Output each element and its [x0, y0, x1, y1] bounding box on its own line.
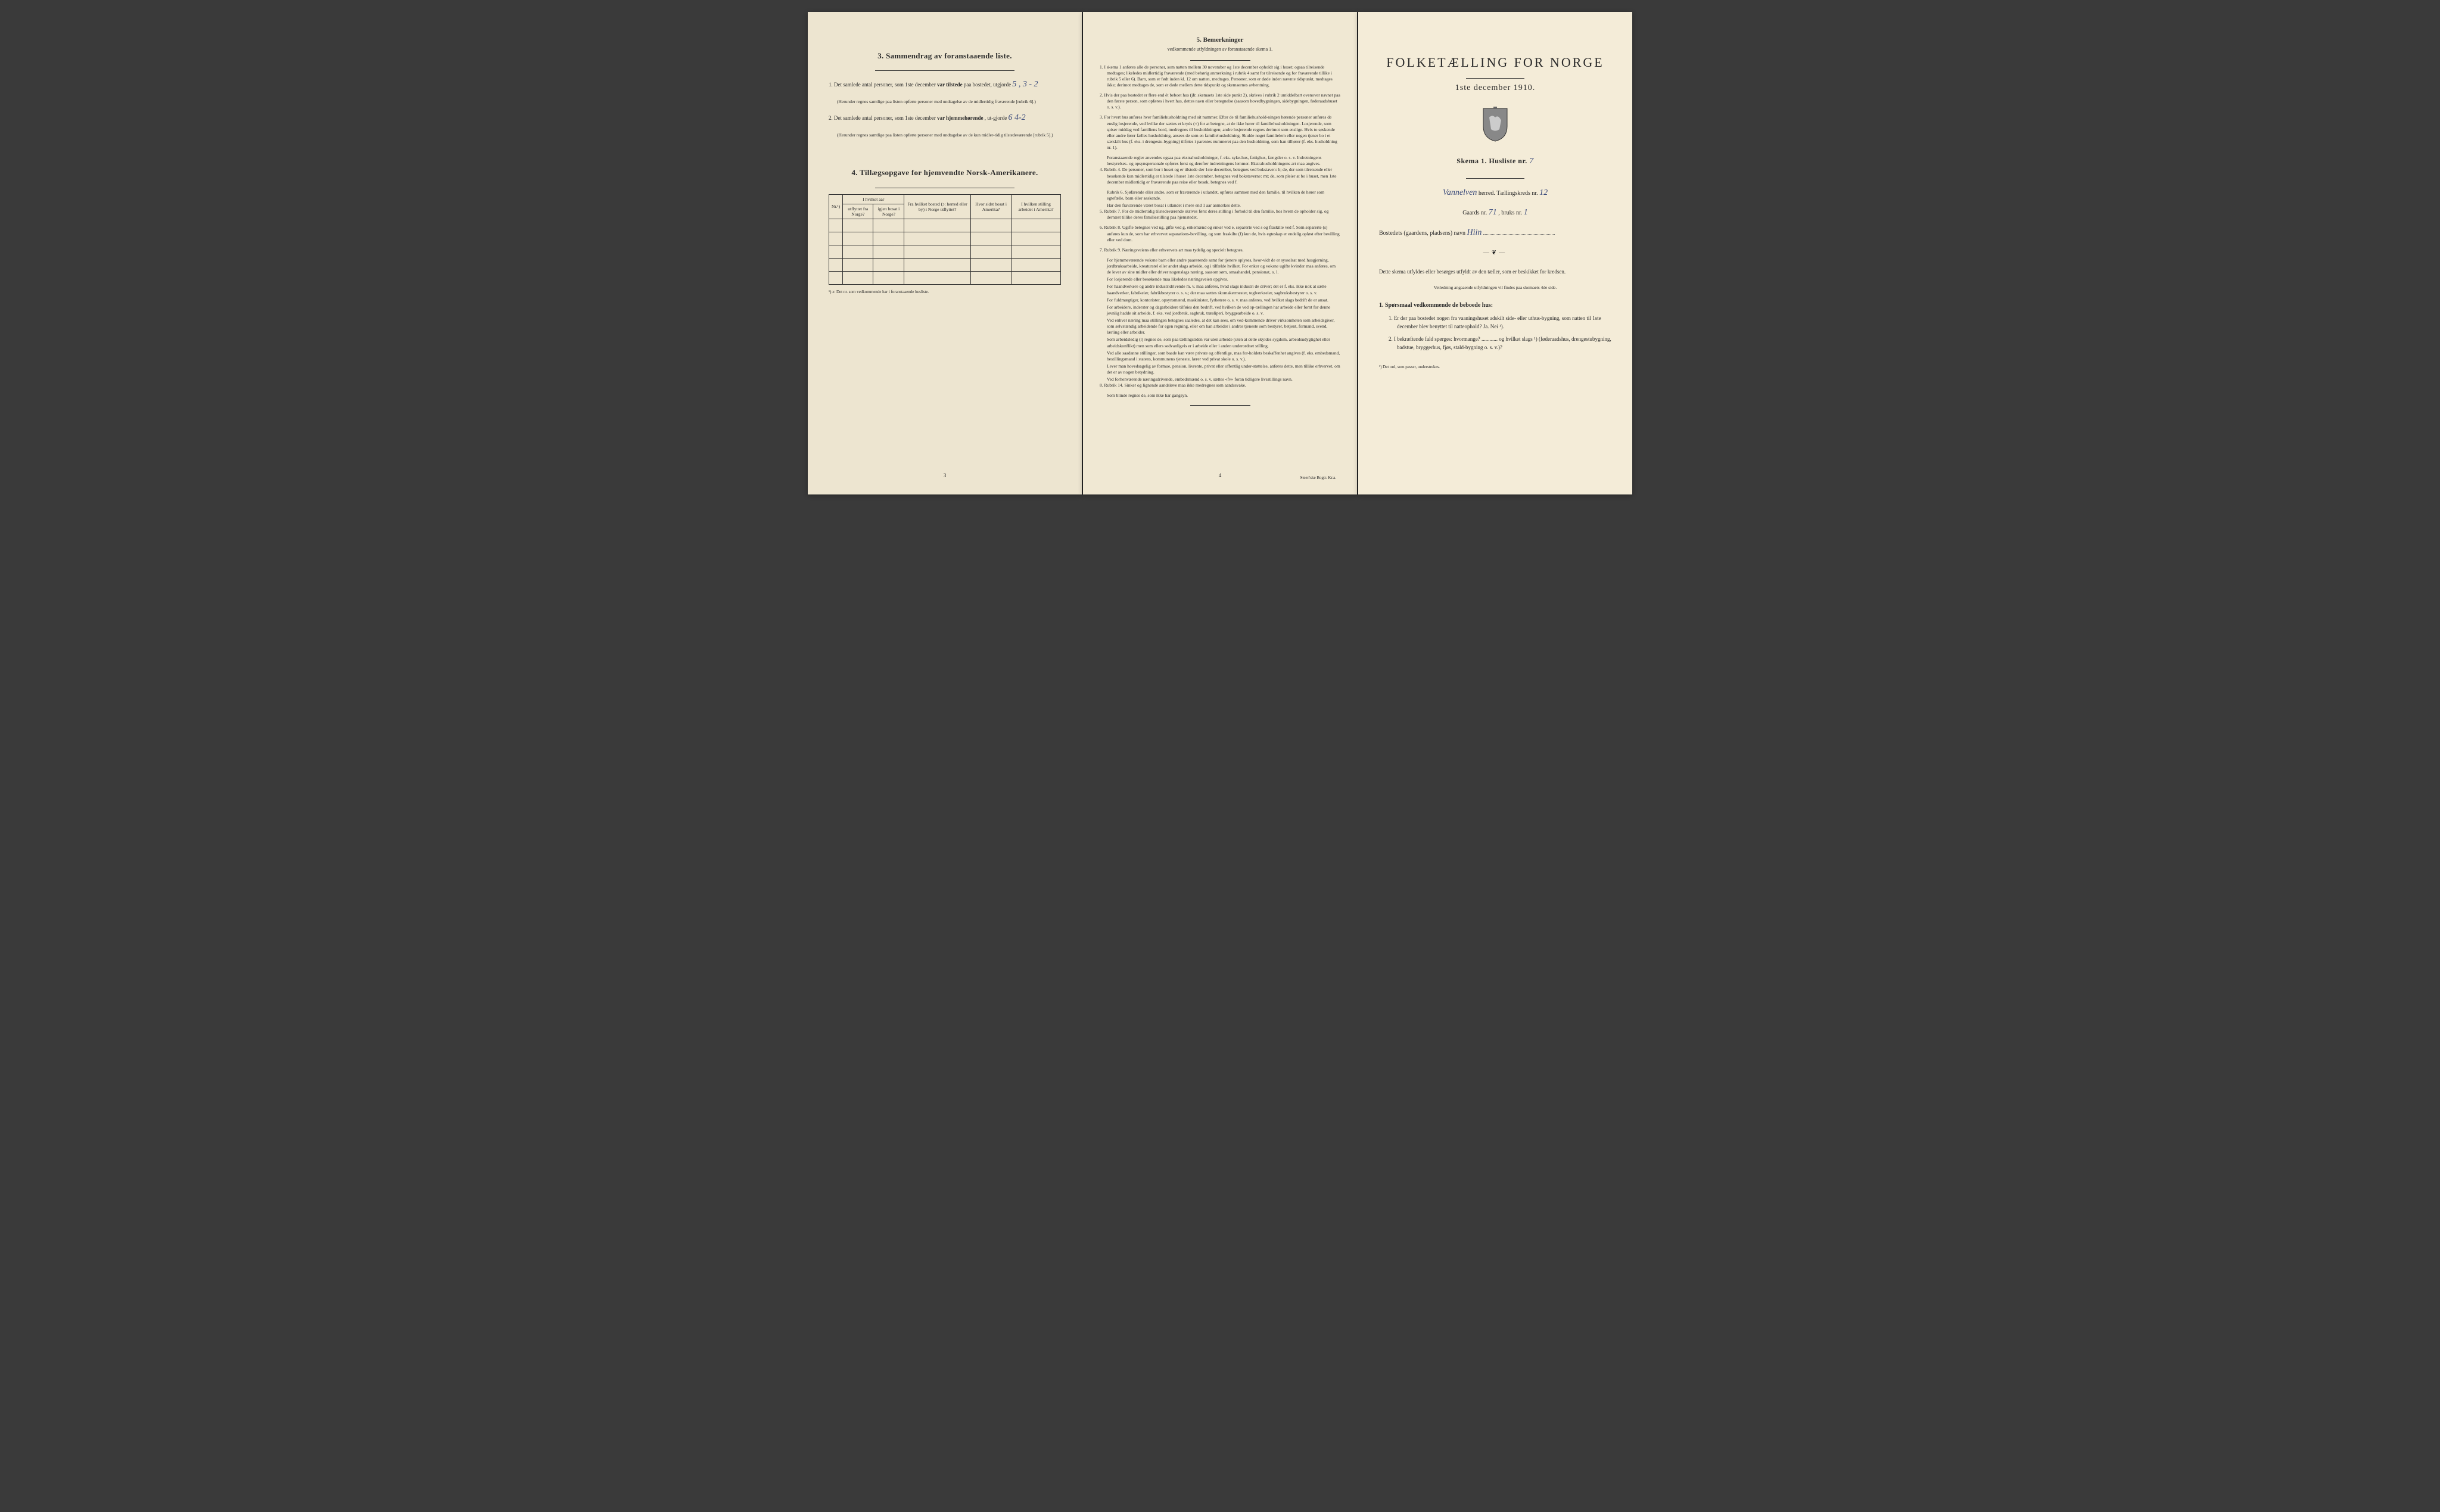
herred-name: Vannelven: [1443, 188, 1477, 197]
remark-item: 1. I skema 1 anføres alle de personer, s…: [1100, 64, 1340, 89]
husliste-nr: 7: [1529, 157, 1534, 166]
ornament: ―❦―: [1379, 249, 1611, 257]
section-4-title: 4. Tillægsopgave for hjemvendte Norsk-Am…: [829, 167, 1061, 178]
remark-subitem: Som blinde regnes de, som ikke har gangs…: [1107, 393, 1340, 399]
item1-subnote: (Herunder regnes samtlige paa listen opf…: [837, 99, 1061, 105]
col-igjen: igjen bosat i Norge?: [873, 204, 904, 219]
bosted-name: Hiin: [1467, 228, 1482, 237]
page-3: 3. Sammendrag av foranstaaende liste. 1.…: [808, 12, 1082, 494]
col-hvor-sidst: Hvor sidst bosat i Amerika?: [971, 194, 1012, 219]
divider: [1466, 78, 1524, 79]
table-row: [829, 271, 1061, 284]
census-title: FOLKETÆLLING FOR NORGE: [1379, 54, 1611, 72]
remark-subitem: Som arbeidsledig (l) regnes de, som paa …: [1107, 337, 1340, 349]
remark-subitem: Har den fraværende været bosat i utlande…: [1107, 203, 1340, 209]
remarks-list: 1. I skema 1 anføres alle de personer, s…: [1100, 64, 1340, 399]
page-4: 5. Bemerkninger vedkommende utfyldningen…: [1083, 12, 1357, 494]
hjemmehorende-count: 6 4-2: [1008, 113, 1025, 122]
divider: [1190, 60, 1250, 61]
summary-item-1: 1. Det samlede antal personer, som 1ste …: [829, 78, 1061, 91]
divider: [875, 70, 1014, 71]
remark-subitem: Foranstaaende regler anvendes ogsaa paa …: [1107, 155, 1340, 167]
remark-subitem: For fuldmægtiger, kontorister, opsynsmæn…: [1107, 297, 1340, 303]
printer-mark: Steen'ske Bogtr. Kr.a.: [1300, 475, 1336, 481]
skema-line: Skema 1. Husliste nr. 7: [1379, 155, 1611, 167]
footnote: ¹) Det ord, som passer, understrekes.: [1379, 365, 1611, 371]
remark-subitem: Ved forhenværende næringsdrivende, embed…: [1107, 377, 1340, 382]
remark-item: 7. Rubrik 9. Næringsveiens eller erhverv…: [1100, 247, 1340, 253]
remark-item: 8. Rubrik 14. Sinker og lignende aandslø…: [1100, 382, 1340, 388]
col-stilling: I hvilken stilling arbeidet i Amerika?: [1012, 194, 1061, 219]
coat-of-arms: [1379, 105, 1611, 145]
remark-subitem: For hjemmeværende voksne barn eller andr…: [1107, 257, 1340, 275]
filler-instruction: Dette skema utfyldes eller besørges utfy…: [1379, 268, 1611, 276]
herred-line: Vannelven herred. Tællingskreds nr. 12: [1379, 187, 1611, 199]
remark-item: 4. Rubrik 4. De personer, som bor i huse…: [1100, 167, 1340, 185]
bosted-line: Bostedets (gaardens, pladsens) navn Hiin: [1379, 227, 1611, 239]
remark-item: 3. For hvert hus anføres hver familiehus…: [1100, 114, 1340, 151]
table-row: [829, 232, 1061, 245]
remark-item: 5. Rubrik 7. For de midlertidig tilstede…: [1100, 209, 1340, 220]
page-number: 4: [1219, 472, 1222, 480]
remark-subitem: For haandverkere og andre industridriven…: [1107, 284, 1340, 295]
col-utflyttet: utflyttet fra Norge?: [843, 204, 873, 219]
emigrant-table: Nr.¹) I hvilket aar Fra hvilket bosted (…: [829, 194, 1061, 285]
col-fra-bosted: Fra hvilket bosted (ɔ: herred eller by) …: [904, 194, 971, 219]
question-2: 2. I bekræftende fald spørges: hvormange…: [1389, 335, 1611, 351]
remark-subitem: Ved enhver næring maa stillingen betegne…: [1107, 318, 1340, 335]
gaards-line: Gaards nr. 71 , bruks nr. 1: [1379, 207, 1611, 219]
col-nr: Nr.¹): [829, 194, 843, 219]
divider: [1466, 178, 1524, 179]
instruction-sub: Veiledning angaaende utfyldningen vil fi…: [1379, 285, 1611, 291]
remark-subitem: Rubrik 6. Sjøfarende eller andre, som er…: [1107, 189, 1340, 201]
table-row: [829, 258, 1061, 271]
col-group-aar: I hvilket aar: [843, 194, 904, 204]
section-3-title: 3. Sammendrag av foranstaaende liste.: [829, 51, 1061, 61]
remark-subitem: Lever man hovedsagelig av formue, pensio…: [1107, 363, 1340, 375]
remark-subitem: Ved alle saadanne stillinger, som baade …: [1107, 350, 1340, 362]
remark-subitem: For arbeidere, inderster og dagarbeidere…: [1107, 304, 1340, 316]
section-5-subtitle: vedkommende utfyldningen av foranstaaend…: [1100, 46, 1340, 52]
table-row: [829, 219, 1061, 232]
summary-item-2: 2. Det samlede antal personer, som 1ste …: [829, 111, 1061, 125]
gaards-nr: 71: [1489, 208, 1497, 217]
census-date: 1ste december 1910.: [1379, 82, 1611, 94]
cover-page: FOLKETÆLLING FOR NORGE 1ste december 191…: [1358, 12, 1632, 494]
table-row: [829, 245, 1061, 258]
remark-item: 2. Hvis der paa bostedet er flere end ét…: [1100, 92, 1340, 110]
remark-subitem: For losjerende eller besøkende maa likel…: [1107, 276, 1340, 282]
question-1: 1. Er der paa bostedet nogen fra vaaning…: [1389, 315, 1611, 331]
kreds-nr: 12: [1539, 188, 1548, 197]
bruks-nr: 1: [1524, 208, 1528, 217]
table-footnote: ¹) ɔ: Det nr. som vedkommende har i fora…: [829, 290, 1061, 295]
question-heading: 1. Spørsmaal vedkommende de beboede hus:: [1379, 301, 1611, 310]
remark-item: 6. Rubrik 8. Ugifte betegnes ved ug, gif…: [1100, 225, 1340, 242]
section-5-title: 5. Bemerkninger: [1100, 36, 1340, 45]
page-number: 3: [944, 472, 947, 480]
item2-subnote: (Herunder regnes samtlige paa listen opf…: [837, 132, 1061, 138]
tilstede-count: 5 , 3 - 2: [1012, 80, 1038, 89]
divider: [1190, 405, 1250, 406]
